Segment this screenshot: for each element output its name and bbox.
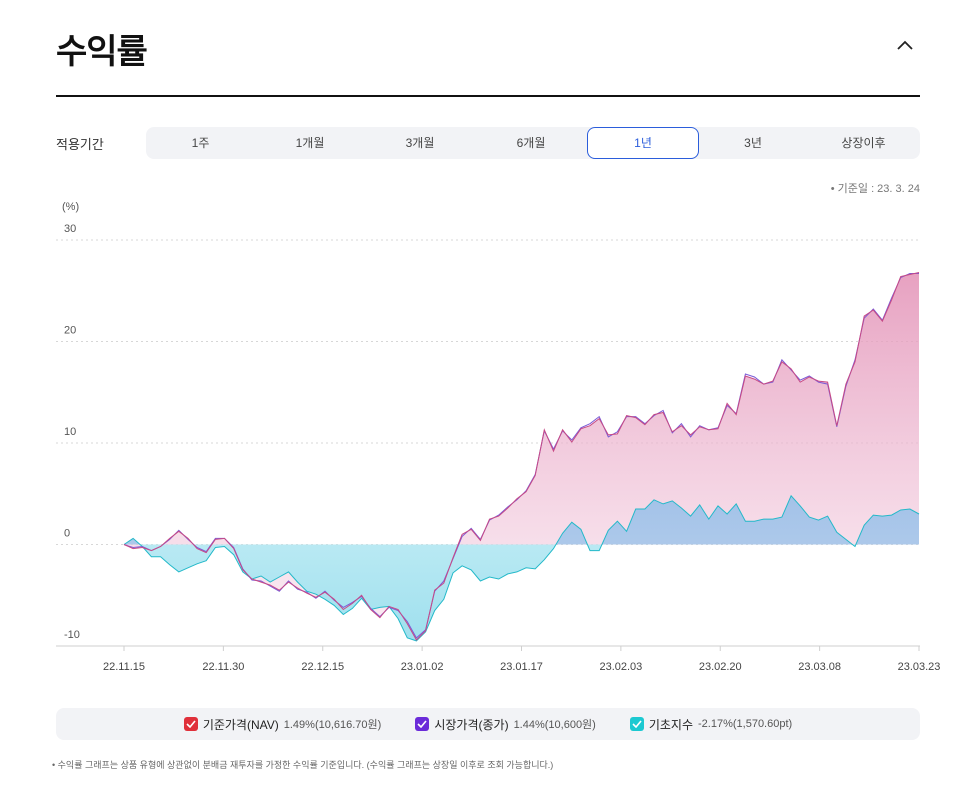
period-tab-1w[interactable]: 1주 — [191, 136, 210, 150]
page-title: 수익률 — [56, 33, 148, 71]
y-tick-label: 30 — [64, 223, 76, 235]
collapse-button[interactable] — [890, 30, 920, 60]
x-tick-label: 22.12.15 — [301, 661, 344, 673]
x-tick-label: 23.02.03 — [599, 661, 642, 673]
checkbox-checked-icon — [629, 717, 644, 731]
x-tick-label: 22.11.30 — [202, 661, 244, 673]
period-label: 적용기간 — [56, 137, 104, 152]
legend-value: -2.17%(1,570.60pt) — [698, 718, 793, 730]
period-tab-3y[interactable]: 3년 — [744, 136, 762, 150]
period-tab-6m[interactable]: 6개월 — [516, 136, 546, 150]
period-tab-since-listing[interactable]: 상장이후 — [841, 136, 886, 150]
period-tab-1y[interactable]: 1년 — [587, 127, 699, 159]
chart-legend: 기준가격(NAV) 1.49%(10,616.70원) 시장가격(종가) 1.4… — [56, 708, 920, 740]
reference-date: • 기준일 : 23. 3. 24 — [830, 183, 920, 195]
legend-value: 1.49%(10,616.70원) — [283, 719, 382, 731]
series-line-nav — [123, 272, 920, 641]
period-tab-1m[interactable]: 1개월 — [295, 136, 325, 150]
footnote: • 수익률 그래프는 상품 유형에 상관없이 분배금 재투자를 가정한 수익률 … — [52, 760, 554, 770]
x-tick-label: 23.02.20 — [699, 661, 742, 673]
x-tick-label: 23.01.02 — [401, 661, 444, 673]
legend-name: 기준가격(NAV) — [202, 717, 279, 732]
legend-item-index[interactable]: 기초지수 -2.17%(1,570.60pt) — [629, 716, 793, 733]
legend-name: 시장가격(종가) — [434, 717, 509, 732]
period-tabs: 1주 1개월 3개월 6개월 1년 3년 상장이후 — [146, 127, 920, 159]
x-tick-label: 23.03.08 — [798, 661, 841, 673]
chevron-up-icon — [897, 40, 913, 50]
legend-item-nav[interactable]: 기준가격(NAV) 1.49%(10,616.70원) — [183, 716, 382, 733]
period-tab-3m[interactable]: 3개월 — [405, 136, 435, 150]
y-tick-label: 20 — [64, 325, 76, 337]
y-tick-label: 0 — [64, 528, 70, 540]
checkbox-checked-icon — [183, 717, 198, 731]
nav-area — [124, 272, 919, 641]
x-tick-label: 22.11.15 — [103, 661, 145, 673]
series-line-index — [123, 494, 920, 642]
y-tick-label: 10 — [64, 426, 76, 438]
y-axis-unit: (%) — [62, 201, 80, 213]
title-divider — [56, 95, 920, 97]
x-tick-label: 23.03.23 — [898, 661, 941, 673]
legend-name: 기초지수 — [648, 717, 694, 732]
checkbox-checked-icon — [415, 717, 430, 731]
legend-item-market[interactable]: 시장가격(종가) 1.44%(10,600원) — [415, 716, 596, 733]
legend-value: 1.44%(10,600원) — [513, 719, 596, 731]
x-tick-label: 23.01.17 — [500, 661, 543, 673]
return-chart: 30 20 10 0 -10 22.11.15 22.11.30 22.12.15 23.01.… — [56, 223, 941, 673]
y-tick-label: -10 — [64, 629, 80, 641]
index-area-negative — [124, 544, 919, 641]
